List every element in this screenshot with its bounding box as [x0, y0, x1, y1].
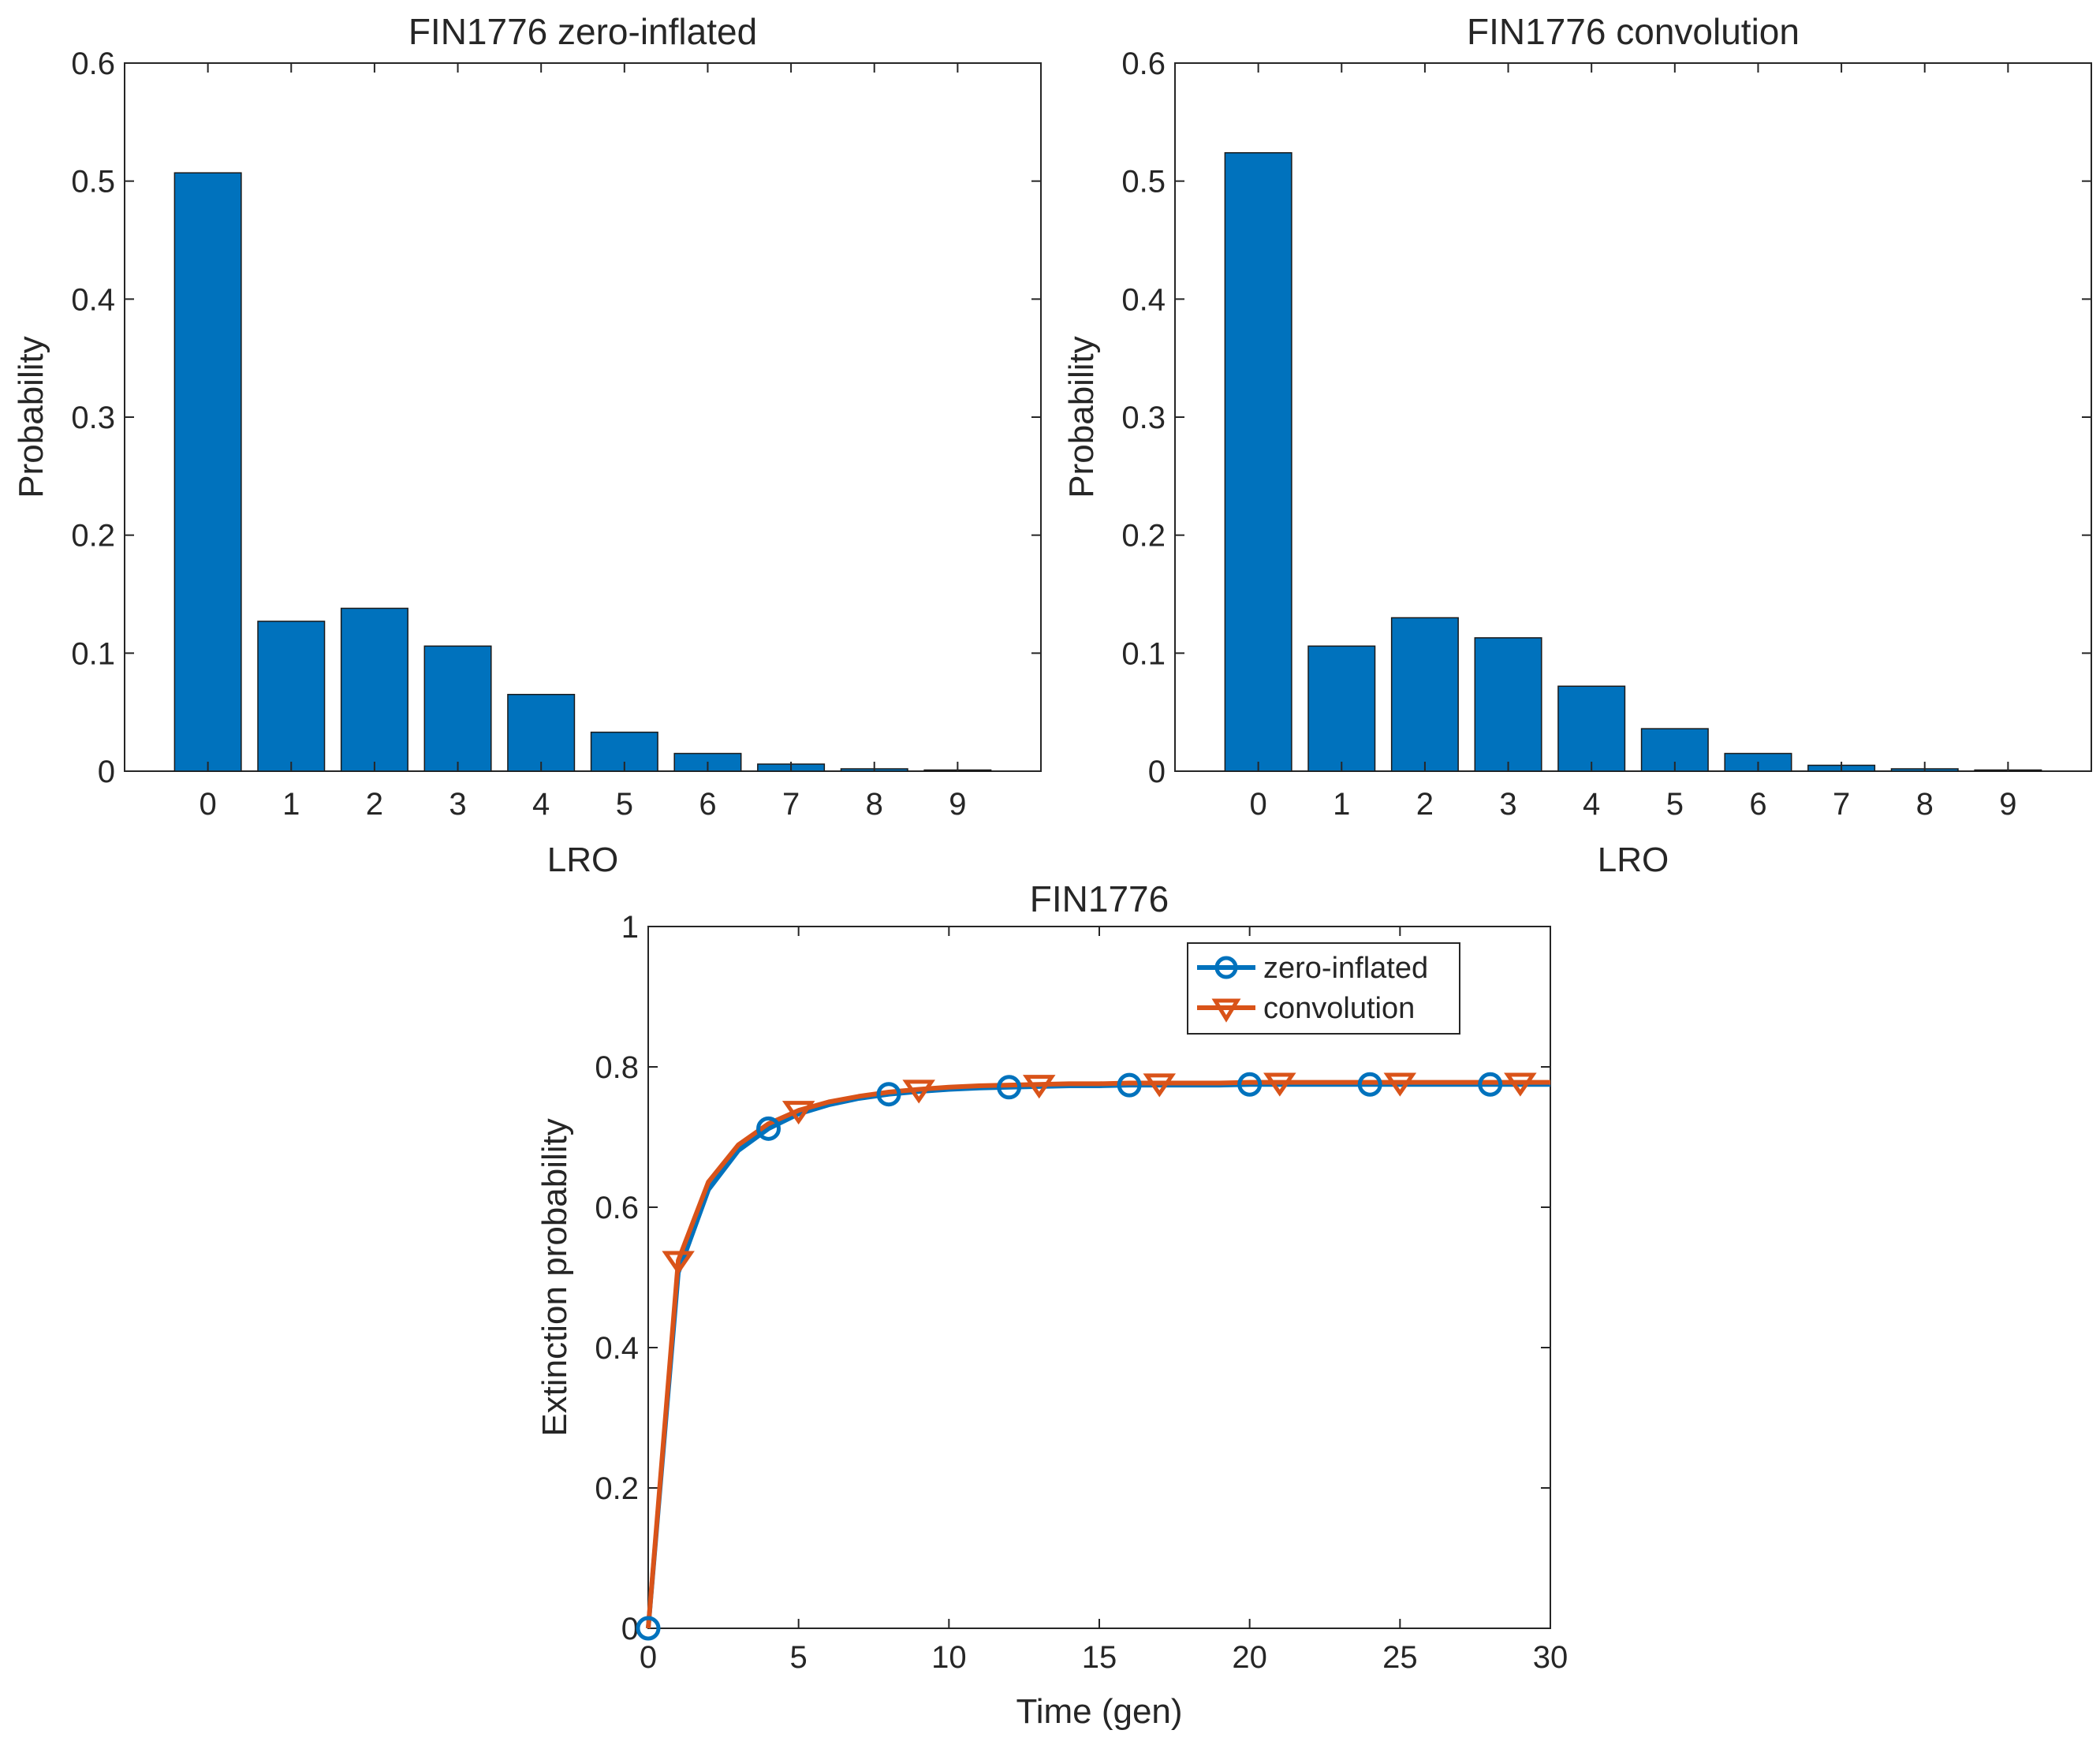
- bar: [507, 693, 576, 772]
- x-tick-label: 1: [282, 787, 300, 822]
- series-line-convolution: [646, 1079, 1550, 1629]
- tick-group: 0 5 10 15 20 25 30 0 0.2 0.4 0.6 0.8 1: [595, 910, 1568, 1675]
- y-tick-label: 0.4: [71, 282, 115, 317]
- y-tick-label: 0: [98, 755, 115, 789]
- y-tick-label: 0.6: [595, 1191, 639, 1225]
- y-tick-label: 0.2: [71, 519, 115, 554]
- bar: [1390, 617, 1459, 772]
- marker-circle: [1117, 1072, 1142, 1098]
- chart-title: FIN1776 convolution: [1467, 11, 1800, 52]
- y-tick-label: 0: [621, 1612, 639, 1646]
- marker-triangle: [662, 1251, 695, 1275]
- y-tick-label: 0.1: [1121, 636, 1166, 671]
- x-tick-label: 9: [1999, 787, 2016, 822]
- x-tick-label: 8: [866, 787, 883, 822]
- y-axis-label: Extinction probability: [535, 1118, 574, 1437]
- marker-circle: [1237, 1072, 1263, 1097]
- x-tick-label: 5: [790, 1640, 808, 1675]
- legend-label-convolution: convolution: [1263, 992, 1415, 1025]
- y-tick-label: 0.1: [71, 636, 115, 671]
- y-tick-label: 1: [621, 910, 639, 945]
- legend-marker-circle-icon: [1214, 956, 1238, 979]
- marker-circle: [1478, 1072, 1503, 1097]
- legend-marker-triangle-icon: [1211, 998, 1241, 1023]
- y-tick-label: 0.8: [595, 1050, 639, 1085]
- chart-title: FIN1776: [1030, 878, 1169, 919]
- tick-group: 0 1 2 3 4 5 6 7 8 9 0 0.1 0.2 0.3 0.4 0.5 0.6: [1121, 47, 2091, 822]
- legend-label-zero-inflated: zero-inflated: [1263, 952, 1428, 985]
- y-tick-label: 0.3: [1121, 401, 1166, 435]
- x-tick-label: 15: [1082, 1640, 1117, 1675]
- y-tick-label: 0.5: [71, 165, 115, 199]
- y-tick-label: 0.3: [71, 401, 115, 435]
- y-axis-label: Probability: [12, 336, 50, 498]
- x-axis-label: Time (gen): [1016, 1692, 1182, 1731]
- marker-circle: [876, 1082, 901, 1107]
- bar: [423, 645, 492, 772]
- x-tick-label: 6: [1749, 787, 1766, 822]
- x-tick-label: 3: [1499, 787, 1516, 822]
- y-tick-label: 0.6: [1121, 47, 1166, 81]
- y-tick-label: 0.4: [1121, 282, 1166, 317]
- axes-box: [647, 926, 1551, 1629]
- x-tick-label: 1: [1333, 787, 1350, 822]
- x-tick-label: 4: [532, 787, 550, 822]
- marker-triangle: [1383, 1072, 1417, 1097]
- x-tick-label: 3: [449, 787, 466, 822]
- y-axis-label: Probability: [1062, 336, 1101, 498]
- x-tick-label: 6: [699, 787, 716, 822]
- x-tick-label: 4: [1583, 787, 1600, 822]
- y-tick-label: 0.2: [1121, 519, 1166, 554]
- bar: [257, 621, 326, 772]
- x-tick-label: 5: [616, 787, 633, 822]
- series-group: [636, 1072, 1550, 1641]
- x-tick-label: 5: [1666, 787, 1684, 822]
- marker-triangle: [1022, 1075, 1056, 1099]
- x-tick-label: 2: [366, 787, 383, 822]
- x-axis-label: LRO: [547, 841, 618, 879]
- marker-triangle: [1143, 1073, 1177, 1098]
- x-tick-label: 30: [1533, 1640, 1568, 1675]
- y-tick-label: 0.5: [1121, 165, 1166, 199]
- marker-triangle: [781, 1101, 815, 1125]
- x-axis-label: LRO: [1598, 841, 1669, 879]
- marker-circle: [997, 1075, 1022, 1100]
- bar: [340, 607, 408, 772]
- x-tick-label: 0: [640, 1640, 657, 1675]
- tick-group: 0 1 2 3 4 5 6 7 8 9 0 0.1 0.2 0.3 0.4 0.5 0.6: [71, 47, 1041, 822]
- chart-title: FIN1776 zero-inflated: [408, 11, 757, 52]
- bar: [1307, 645, 1376, 772]
- bar-chart-convolution: FIN1776 convolution LRO Probability 0 1 2 3…: [1062, 11, 2092, 879]
- marker-triangle: [902, 1079, 935, 1104]
- bar-group: [173, 172, 992, 772]
- x-tick-label: 0: [1250, 787, 1267, 822]
- bar: [1557, 685, 1626, 772]
- x-tick-label: 7: [782, 787, 800, 822]
- x-tick-label: 7: [1833, 787, 1850, 822]
- marker-circle: [756, 1116, 781, 1141]
- x-tick-label: 0: [200, 787, 217, 822]
- bar: [1474, 637, 1542, 772]
- x-tick-label: 9: [949, 787, 966, 822]
- bar: [1224, 151, 1292, 772]
- x-tick-label: 10: [931, 1640, 967, 1675]
- y-tick-label: 0.6: [71, 47, 115, 81]
- x-tick-label: 20: [1232, 1640, 1267, 1675]
- marker-triangle: [1504, 1072, 1537, 1097]
- legend[interactable]: zero-inflated convolution: [1187, 942, 1460, 1035]
- x-tick-label: 2: [1416, 787, 1434, 822]
- y-tick-label: 0.2: [595, 1471, 639, 1506]
- bar-chart-zero-inflated: FIN1776 zero-inflated LRO Probability 0 1…: [12, 11, 1042, 879]
- y-tick-label: 0.4: [595, 1331, 639, 1366]
- x-tick-label: 8: [1916, 787, 1934, 822]
- legend-box: [1187, 942, 1460, 1035]
- line-chart-extinction: FIN1776 Time (gen) Extinction probabilit…: [535, 878, 1568, 1731]
- bar: [173, 172, 242, 772]
- y-tick-label: 0: [1148, 755, 1166, 789]
- x-tick-label: 25: [1382, 1640, 1418, 1675]
- marker-triangle: [1263, 1072, 1296, 1097]
- marker-circle: [1357, 1072, 1382, 1097]
- marker-circle: [636, 1616, 661, 1641]
